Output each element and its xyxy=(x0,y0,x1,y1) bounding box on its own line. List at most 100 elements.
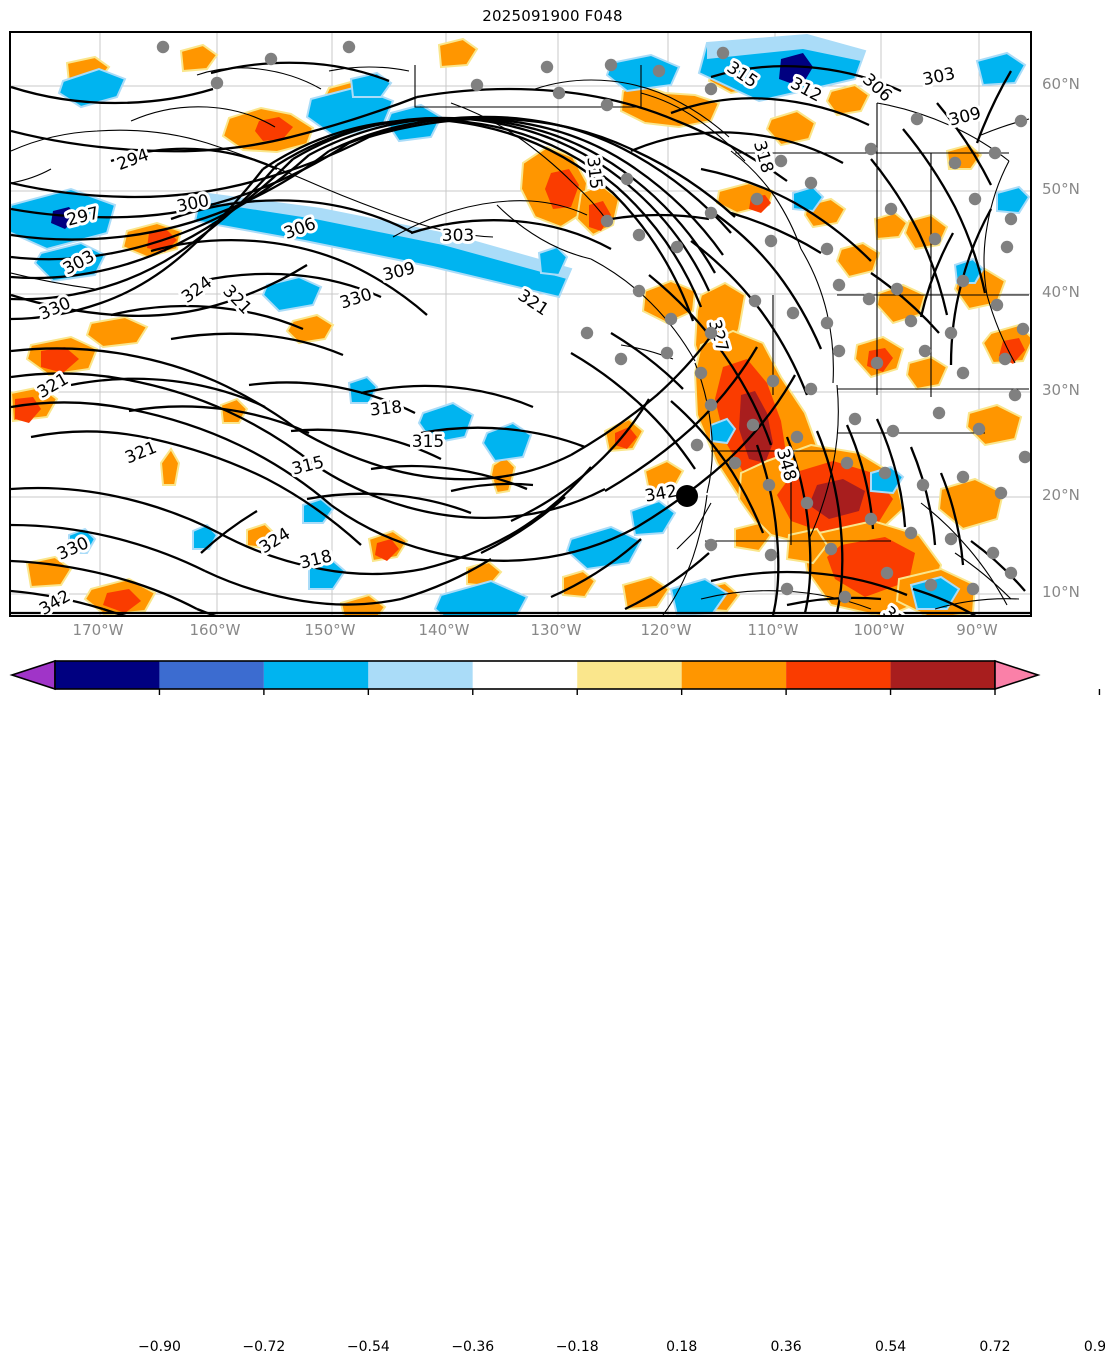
svg-text:315: 315 xyxy=(582,156,605,190)
station-marker xyxy=(704,538,718,552)
station-marker xyxy=(470,78,484,92)
station-marker xyxy=(764,548,778,562)
colorbar[interactable]: −0.90 −0.72 −0.54 −0.36 −0.18 0.18 0.36 0.54 0.7… xyxy=(0,655,1105,1355)
station-marker xyxy=(766,374,780,388)
station-marker xyxy=(552,86,566,100)
station-marker xyxy=(614,352,628,366)
station-marker xyxy=(580,326,594,340)
station-marker xyxy=(746,418,760,432)
latitude-tick-label: 30°N xyxy=(1042,381,1080,399)
station-marker xyxy=(156,40,170,54)
station-marker xyxy=(1008,388,1022,402)
colorbar-tick-label: 0.72 xyxy=(979,1339,1011,1355)
colorbar-extend-low xyxy=(9,659,56,691)
station-marker xyxy=(620,172,634,186)
station-marker xyxy=(1000,240,1014,254)
station-marker xyxy=(690,438,704,452)
station-markers xyxy=(156,40,1030,604)
station-marker xyxy=(1014,114,1028,128)
longitude-tick-label: 170°W xyxy=(72,621,124,639)
colorbar-tick-label: 0.18 xyxy=(666,1339,698,1355)
station-marker xyxy=(988,146,1002,160)
station-marker xyxy=(904,314,918,328)
station-marker xyxy=(904,526,918,540)
svg-text:315: 315 xyxy=(412,432,444,452)
latitude-tick-label: 10°N xyxy=(1042,583,1080,601)
station-marker xyxy=(944,326,958,340)
station-marker xyxy=(924,578,938,592)
colorbar-segment xyxy=(368,661,473,689)
station-marker xyxy=(968,192,982,206)
svg-text:303: 303 xyxy=(442,226,474,246)
station-marker xyxy=(880,566,894,580)
station-marker xyxy=(886,424,900,438)
station-marker xyxy=(1016,322,1030,336)
colorbar-tick-label: −0.18 xyxy=(555,1339,599,1355)
station-marker xyxy=(790,430,804,444)
station-marker xyxy=(750,192,764,206)
station-marker xyxy=(704,398,718,412)
station-marker xyxy=(632,228,646,242)
station-marker xyxy=(916,478,930,492)
colorbar-tick-label: 0.36 xyxy=(770,1339,802,1355)
station-marker xyxy=(800,496,814,510)
station-marker xyxy=(1004,212,1018,226)
longitude-tick-label: 100°W xyxy=(853,621,905,639)
station-marker xyxy=(342,40,356,54)
station-marker xyxy=(704,82,718,96)
latitude-tick-label: 20°N xyxy=(1042,486,1080,504)
station-marker xyxy=(840,456,854,470)
station-marker xyxy=(604,58,618,72)
figure-title: 2025091900 F048 xyxy=(482,7,623,25)
station-marker xyxy=(264,52,278,66)
station-marker xyxy=(870,356,884,370)
station-marker xyxy=(716,46,730,60)
longitude-tick-label: 130°W xyxy=(530,621,582,639)
colorbar-tick-label: 0.90 xyxy=(1083,1339,1105,1355)
station-marker xyxy=(774,154,788,168)
colorbar-tick-label: −0.90 xyxy=(137,1339,181,1355)
station-marker xyxy=(864,512,878,526)
latitude-tick-label: 40°N xyxy=(1042,283,1080,301)
station-marker xyxy=(1018,450,1030,464)
latitude-tick-label: 50°N xyxy=(1042,180,1080,198)
station-marker xyxy=(694,366,708,380)
station-marker xyxy=(820,242,834,256)
colorbar-tick-label: −0.72 xyxy=(242,1339,286,1355)
colorbar-segment xyxy=(681,661,787,689)
station-marker xyxy=(652,64,666,78)
station-marker xyxy=(832,344,846,358)
station-marker xyxy=(998,352,1012,366)
station-marker xyxy=(972,422,986,436)
station-marker xyxy=(764,234,778,248)
colorbar-extend-high xyxy=(994,659,1041,691)
station-marker xyxy=(878,466,892,480)
shading-cold xyxy=(11,33,1030,615)
station-marker xyxy=(824,542,838,556)
colorbar-segment xyxy=(890,661,995,689)
station-marker xyxy=(832,278,846,292)
station-marker xyxy=(986,546,1000,560)
longitude-tick-label: 160°W xyxy=(189,621,241,639)
station-marker xyxy=(956,366,970,380)
colorbar-segment xyxy=(263,661,369,689)
map-panel: 294 294 297 297 300 300 303 303 303 303 303 303 306 3… xyxy=(9,31,1032,617)
colorbar-tick-label: 0.54 xyxy=(874,1339,907,1355)
station-marker xyxy=(932,406,946,420)
station-marker xyxy=(944,532,958,546)
station-marker xyxy=(990,298,1004,312)
colorbar-segment xyxy=(786,661,891,689)
svg-text:315: 315 xyxy=(412,432,444,452)
contour-lines xyxy=(11,61,1030,615)
station-marker xyxy=(838,590,852,604)
station-marker xyxy=(956,470,970,484)
station-marker xyxy=(804,382,818,396)
longitude-tick-label: 90°W xyxy=(956,621,998,639)
station-marker xyxy=(966,582,980,596)
svg-text:303: 303 xyxy=(442,226,474,246)
longitude-tick-label: 150°W xyxy=(304,621,356,639)
